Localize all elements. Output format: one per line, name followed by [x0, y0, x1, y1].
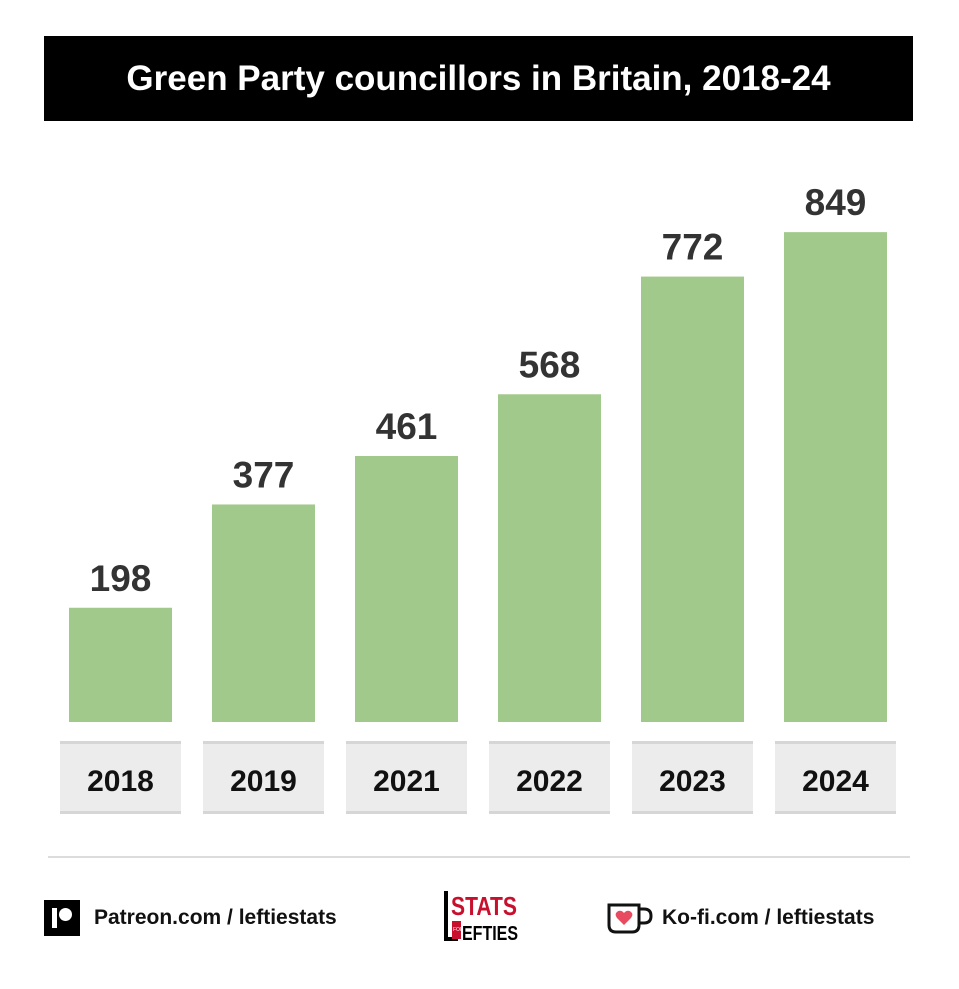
category-label-box-2022	[489, 741, 610, 814]
category-label-box-2018	[60, 741, 181, 814]
category-label-bottom-line	[60, 811, 181, 814]
bar-2021	[355, 456, 458, 722]
category-label-2021: 2021	[373, 765, 440, 798]
value-label-2019: 377	[233, 454, 295, 495]
category-label-top-line	[346, 741, 467, 744]
kofi-text: Ko-fi.com / leftiestats	[662, 906, 875, 929]
category-label-bottom-line	[632, 811, 753, 814]
patreon-text: Patreon.com / leftiestats	[94, 906, 337, 929]
category-label-2023: 2023	[659, 765, 726, 798]
category-label-2019: 2019	[230, 765, 297, 798]
title-banner: Green Party councillors in Britain, 2018…	[44, 36, 913, 121]
value-label-2024: 849	[805, 182, 867, 223]
category-label-bottom-line	[346, 811, 467, 814]
footer-divider	[48, 856, 910, 858]
category-label-bottom-line	[489, 811, 610, 814]
category-label-2018: 2018	[87, 765, 154, 798]
category-label-2024: 2024	[802, 765, 869, 798]
stats-for-lefties-logo: STATS FOR EFTIES	[444, 891, 518, 945]
value-label-2021: 461	[376, 406, 438, 447]
kofi-link[interactable]: Ko-fi.com / leftiestats	[606, 890, 874, 946]
kofi-cup-icon	[607, 903, 653, 934]
bar-2018	[69, 607, 172, 722]
bar-2023	[641, 276, 744, 722]
chart-title: Green Party councillors in Britain, 2018…	[126, 58, 831, 98]
value-label-2018: 198	[90, 558, 152, 599]
svg-text:FOR: FOR	[453, 927, 464, 933]
category-label-2022: 2022	[516, 765, 583, 798]
category-label-top-line	[632, 741, 753, 744]
category-label-top-line	[489, 741, 610, 744]
bar-chart: 198 377 461 568 772 849 2018 2019 2021 2022 2023 2…	[60, 182, 896, 814]
category-label-top-line	[203, 741, 324, 744]
category-label-bottom-line	[775, 811, 896, 814]
value-label-2023: 772	[662, 227, 724, 268]
svg-text:EFTIES: EFTIES	[462, 923, 518, 945]
patreon-icon	[44, 900, 80, 936]
bar-2022	[498, 394, 601, 722]
category-label-top-line	[60, 741, 181, 744]
bar-2024	[784, 232, 887, 722]
category-label-box-2024	[775, 741, 896, 814]
value-label-2022: 568	[519, 344, 581, 385]
category-label-top-line	[775, 741, 896, 744]
category-label-bottom-line	[203, 811, 324, 814]
svg-text:STATS: STATS	[451, 891, 517, 921]
patreon-link[interactable]: Patreon.com / leftiestats	[44, 890, 337, 946]
category-label-box-2021	[346, 741, 467, 814]
bar-2019	[212, 504, 315, 722]
category-label-box-2019	[203, 741, 324, 814]
category-label-box-2023	[632, 741, 753, 814]
